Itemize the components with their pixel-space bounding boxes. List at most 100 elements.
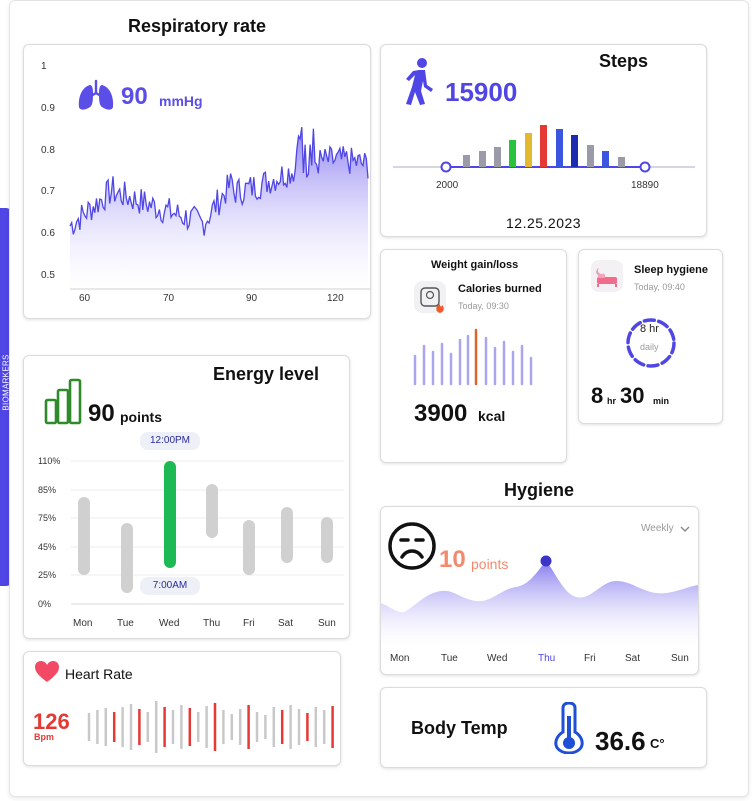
energy-y-tick: 45% bbox=[38, 542, 57, 552]
hygiene-day-fri: Fri bbox=[584, 653, 596, 664]
energy-y-tick: 25% bbox=[38, 570, 57, 580]
sleep-ring-label: daily bbox=[640, 342, 659, 352]
sleep-ring bbox=[626, 318, 676, 368]
hygiene-area bbox=[381, 561, 698, 647]
respiratory-chart bbox=[69, 127, 370, 290]
energy-y-tick: 75% bbox=[38, 513, 57, 523]
weight-unit: kcal bbox=[478, 408, 506, 424]
resp-y-tick-09: 0.9 bbox=[41, 103, 55, 114]
chevron-down-icon[interactable] bbox=[680, 525, 690, 533]
weight-value: 3900 bbox=[414, 400, 468, 427]
energy-y-tick: 85% bbox=[38, 485, 57, 495]
heart-title: Heart Rate bbox=[65, 666, 133, 682]
energy-day-wed: Wed bbox=[159, 618, 180, 629]
steps-max-handle bbox=[639, 161, 651, 173]
resp-x-tick-90: 90 bbox=[246, 293, 258, 304]
resp-y-tick-07: 0.7 bbox=[41, 186, 55, 197]
bed-moon-icon bbox=[591, 260, 623, 292]
temp-card: Body Temp 36.6 C° bbox=[380, 687, 707, 768]
respiratory-value: 90 bbox=[121, 83, 148, 110]
steps-bar bbox=[602, 151, 609, 167]
temp-title: Body Temp bbox=[411, 718, 508, 738]
weight-time: Today, 09:30 bbox=[458, 301, 509, 311]
sleep-minutes-unit: min bbox=[653, 396, 670, 406]
heart-rate-chart bbox=[87, 701, 334, 753]
steps-chart bbox=[393, 125, 695, 173]
hygiene-day-sat: Sat bbox=[625, 653, 641, 664]
sleep-time: Today, 09:40 bbox=[634, 282, 685, 292]
hygiene-day-tue: Tue bbox=[441, 653, 458, 664]
energy-bottom-label: 7:00AM bbox=[140, 577, 200, 595]
energy-title: Energy level bbox=[213, 364, 320, 384]
sleep-hours: 8 bbox=[591, 383, 604, 408]
resp-y-tick-08: 0.8 bbox=[41, 145, 55, 156]
energy-chart bbox=[71, 460, 344, 605]
heart-value: 126 bbox=[33, 709, 70, 734]
resp-x-tick-120: 120 bbox=[327, 293, 344, 304]
steps-min-handle bbox=[440, 161, 452, 173]
steps-bar bbox=[509, 140, 516, 167]
heart-card: Heart Rate 126 Bpm bbox=[23, 651, 341, 766]
steps-bar bbox=[463, 155, 470, 167]
resp-y-tick-05: 0.5 bbox=[41, 270, 55, 281]
respiratory-area bbox=[70, 127, 368, 289]
steps-range-max: 18890 bbox=[631, 180, 659, 191]
sleep-title: Sleep hygiene bbox=[634, 264, 708, 276]
energy-day-mon: Mon bbox=[73, 618, 93, 629]
hygiene-day-thu: Thu bbox=[538, 653, 556, 664]
hygiene-unit: points bbox=[471, 556, 509, 572]
respiratory-unit: mmHg bbox=[159, 93, 203, 109]
sad-face-icon bbox=[388, 522, 436, 570]
energy-day-thu: Thu bbox=[203, 618, 221, 629]
steps-bar bbox=[540, 125, 547, 167]
steps-bar bbox=[618, 157, 625, 167]
steps-bar bbox=[556, 129, 563, 167]
temp-unit: C° bbox=[650, 736, 665, 751]
weight-card: Weight gain/loss Calories burned Today, … bbox=[380, 249, 567, 463]
energy-unit: points bbox=[120, 409, 162, 425]
energy-day-sat: Sat bbox=[278, 618, 294, 629]
steps-title: Steps bbox=[599, 51, 649, 71]
steps-bar bbox=[525, 133, 532, 167]
steps-bar bbox=[587, 145, 594, 167]
steps-card: Steps 15900 2000 18890 12.25.2023 bbox=[380, 44, 707, 237]
hygiene-day-sun: Sun bbox=[671, 653, 689, 664]
steps-bar bbox=[494, 147, 501, 167]
weight-subtitle: Calories burned bbox=[458, 283, 542, 295]
resp-x-tick-70: 70 bbox=[163, 293, 175, 304]
walking-person-icon bbox=[406, 58, 433, 105]
resp-y-tick-06: 0.6 bbox=[41, 228, 55, 239]
energy-day-tue: Tue bbox=[117, 618, 134, 629]
temp-value: 36.6 bbox=[595, 726, 646, 756]
thermometer-icon bbox=[554, 702, 584, 754]
hygiene-day-mon: Mon bbox=[390, 653, 410, 664]
energy-day-fri: Fri bbox=[243, 618, 255, 629]
steps-bar bbox=[571, 135, 578, 167]
resp-x-tick-60: 60 bbox=[79, 293, 91, 304]
heart-icon bbox=[35, 661, 59, 682]
hygiene-chart bbox=[381, 555, 698, 647]
steps-range-min: 2000 bbox=[436, 180, 459, 191]
energy-y-tick: 0% bbox=[38, 599, 52, 609]
sleep-ring-value: 8 hr bbox=[640, 323, 659, 335]
lungs-icon bbox=[78, 79, 114, 110]
steps-bar bbox=[479, 151, 486, 167]
energy-bars-icon bbox=[44, 378, 82, 425]
respiratory-title: Respiratory rate bbox=[128, 16, 267, 36]
hygiene-card: 10 points Weekly Mon Tue Wed Thu Fri Sat… bbox=[380, 506, 699, 675]
respiratory-card: 1 0.9 0.8 0.7 0.6 0.5 60 70 90 120 90 mm… bbox=[23, 44, 371, 319]
hygiene-title: Hygiene bbox=[504, 480, 575, 500]
energy-top-label: 12:00PM bbox=[140, 432, 200, 450]
energy-card: Energy level 90 points 12:00PM 7:00AM 11… bbox=[23, 355, 350, 639]
hygiene-period-select[interactable]: Weekly bbox=[641, 523, 674, 534]
energy-day-sun: Sun bbox=[318, 618, 336, 629]
steps-date: 12.25.2023 bbox=[506, 215, 582, 231]
hygiene-value: 10 bbox=[439, 546, 466, 573]
respiratory-line bbox=[69, 127, 369, 236]
hygiene-day-wed: Wed bbox=[487, 653, 508, 664]
calories-chart bbox=[413, 328, 533, 386]
weight-title: Weight gain/loss bbox=[431, 259, 519, 271]
hygiene-peak-marker bbox=[540, 555, 552, 567]
heart-unit: Bpm bbox=[34, 732, 54, 742]
sleep-hours-unit: hr bbox=[607, 396, 616, 406]
